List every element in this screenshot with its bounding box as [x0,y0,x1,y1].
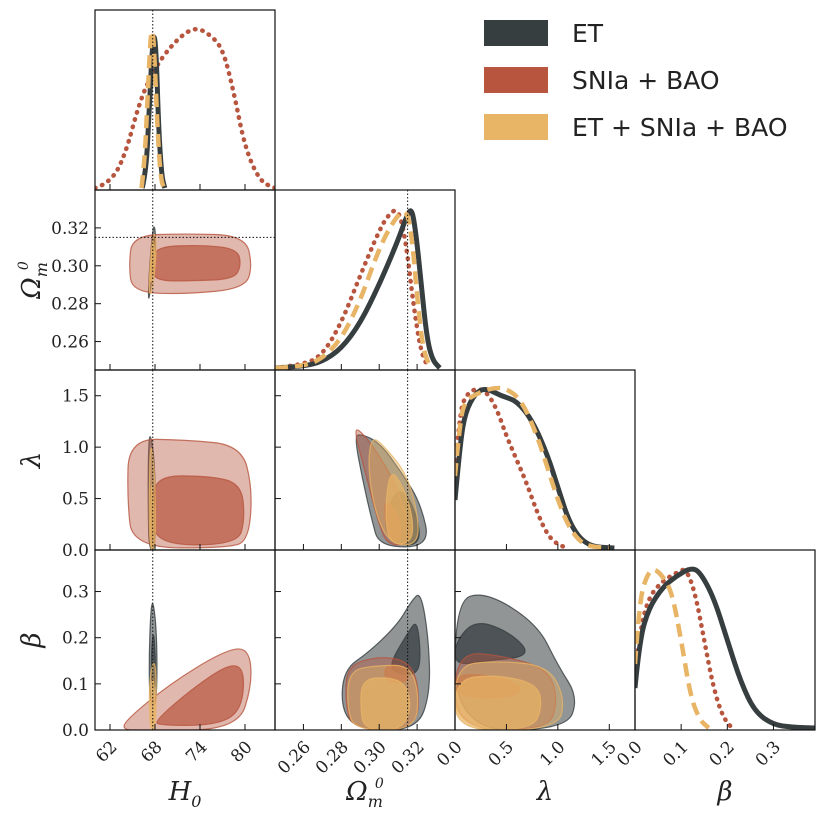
panel-lambda-lambda [454,369,636,551]
y-tick-label-lambda: 0.0 [62,541,89,561]
axis-label-symbol: λ [17,452,47,469]
legend-item-et-snia-bao: ET + SNIa + BAO [484,113,788,142]
panel-content [355,429,427,548]
marginal-om-snia-bao [275,208,431,370]
x-tick-label-lambda: 1.0 [536,737,569,770]
panel-content [635,566,815,730]
x-tick-label-om: 0.28 [312,737,353,778]
axis-label-beta: β [716,777,732,807]
panel-content [455,594,576,730]
panel-content [341,594,431,730]
panel-om-lambda [274,369,456,551]
axis-label-subscript: m [32,262,51,277]
panel-content [95,26,275,190]
contour-om-beta-et-snia-bao-1sigma [360,677,411,730]
panel-content [275,208,442,370]
contour-h0-beta-snia-bao-1sigma [156,665,245,727]
contour-om-lambda-et-snia-bao-1sigma [385,474,414,545]
x-tick-label-beta: 0.1 [659,737,692,770]
contour-h0-lambda-snia-bao-1sigma [153,475,245,546]
marginal-beta-et [635,566,815,730]
marginal-om-et-snia-bao [275,209,433,370]
y-tick-label-beta: 0.3 [62,583,89,603]
legend-label: ET [572,19,604,48]
axis-label-superscript: 0 [16,261,32,270]
panel-h0-om: 0.26 0.28 0.30 0.32 [51,189,276,371]
panel-beta-beta: 0.0 0.1 0.2 0.3 [613,549,816,771]
x-tick-label-h0: 80 [227,737,256,766]
panel-frame [634,549,816,731]
panel-content [455,385,615,550]
legend: ET SNIa + BAO ET + SNIa + BAO [484,19,788,142]
panel-h0-h0 [94,9,276,191]
y-tick-label-om: 0.30 [51,257,89,277]
axis-label-lambda: λ [17,452,47,469]
marginal-lambda-snia-bao [455,386,571,550]
x-tick-label-beta: 0.3 [752,737,785,770]
panel-content [123,603,252,730]
x-tick-label-h0: 68 [137,737,166,766]
y-tick-label-lambda: 0.5 [62,490,89,510]
axis-label-symbol: β [17,632,47,648]
panel-om-beta: 0.260.280.300.32 [274,549,456,778]
x-tick-label-h0: 74 [182,737,211,766]
panels-layer: 0.260.280.300.320.00.51.01.562 68 74 800.00… [51,9,816,778]
axis-label-om: Ωm0 [345,776,384,811]
legend-swatch [484,67,548,93]
legend-item-snia-bao: SNIa + BAO [484,66,720,95]
contour-lambda-beta-et-snia-bao-1sigma [455,675,542,730]
x-tick-label-om: 0.30 [350,737,391,778]
contour-h0-om-snia-bao-1sigma [151,244,241,282]
contour-h0-om-et-snia-bao-1sigma [149,241,156,283]
x-tick-label-om: 0.26 [274,737,315,778]
y-tick-label-om: 0.26 [51,333,89,353]
y-tick-label-om: 0.28 [51,295,89,315]
legend-label: ET + SNIa + BAO [572,113,788,142]
marginal-lambda-et [455,387,615,550]
panel-lambda-beta: 0.0 0.5 1.0 1.5 [433,549,636,771]
x-tick-label-om: 0.32 [388,737,429,778]
y-tick-label-lambda: 1.0 [62,438,89,458]
x-tick-label-beta: 0.2 [706,737,739,770]
legend-swatch [484,20,548,46]
panel-content [127,436,252,550]
marginal-beta-et-snia-bao [635,567,711,730]
legend-label: SNIa + BAO [572,66,720,95]
y-tick-label-beta: 0.1 [62,675,89,695]
axis-label-lambda: λ [536,777,553,807]
y-tick-label-lambda: 1.5 [62,387,89,407]
marginal-h0-et-snia-bao [139,29,167,189]
x-tick-label-lambda: 0.5 [485,737,518,770]
y-tick-label-om: 0.32 [51,219,89,239]
marginal-om-et [275,208,442,370]
axis-label-symbol: Ω [345,777,368,807]
y-tick-label-beta: 0.0 [62,721,89,741]
legend-item-et: ET [484,19,604,48]
panel-om-om [274,189,456,371]
axis-label-superscript: 0 [375,776,384,792]
axis-label-symbol: Ω [17,277,47,300]
axis-label-symbol: λ [536,777,553,807]
contour-h0-lambda-et-snia-bao-1sigma [149,485,155,550]
marginal-h0-snia-bao [95,26,275,190]
y-tick-label-beta: 0.2 [62,629,89,649]
axis-label-om: Ωm0 [16,261,51,300]
contour-lambda-beta-et-1sigma [455,622,526,665]
axis-label-symbol: β [716,777,732,807]
x-tick-label-lambda: 0.0 [433,737,466,770]
axis-label-symbol: H [168,777,193,807]
marginal-lambda-et-snia-bao [455,385,610,550]
axis-label-subscript: 0 [191,792,201,811]
axis-label-subscript: m [368,792,383,811]
panel-h0-lambda: 0.0 0.5 1.0 1.5 [62,369,276,561]
axis-label-h0: H0 [168,777,202,811]
panel-h0-beta: 62 68 74 80 0.0 0.1 0.2 0.3 [62,549,276,767]
legend-swatch [484,114,548,140]
axis-label-beta: β [17,632,47,648]
x-tick-label-h0: 62 [92,737,121,766]
panel-content [129,226,252,299]
x-tick-label-beta: 0.0 [613,737,646,770]
